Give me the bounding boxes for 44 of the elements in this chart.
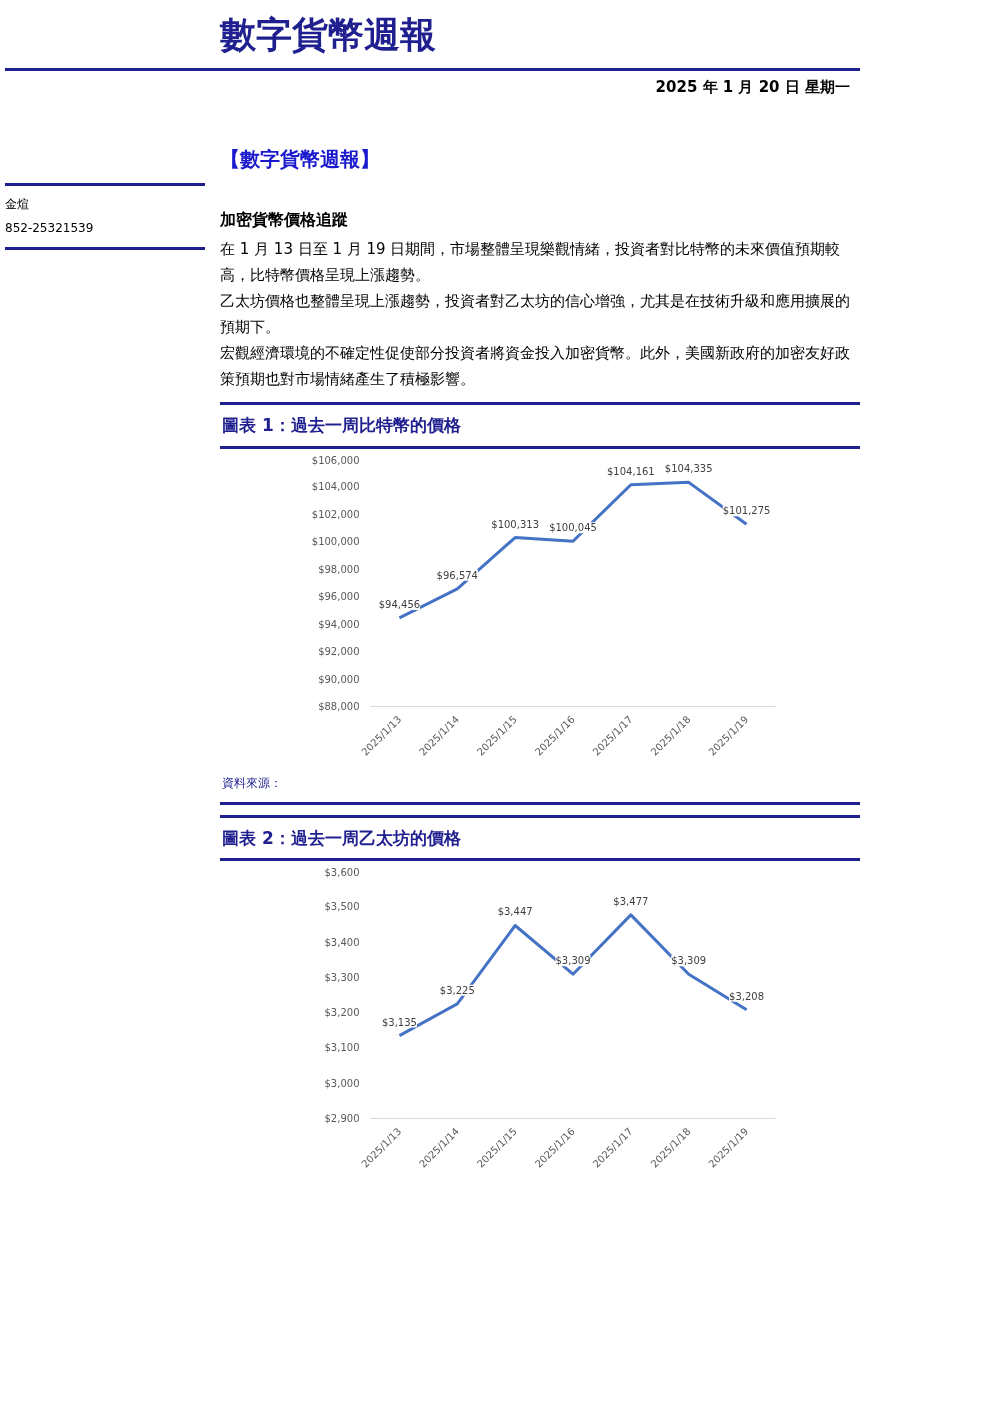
text: 宏觀經濟環境的不確定性促使部分投資者將資金投入加密貨幣。此外，美國新政府的加密友好政策預期也對市場情緒產生了積極影響。 [220, 343, 851, 391]
y-tick-label: $3,200 [324, 1007, 360, 1019]
y-tick-label: $94,000 [318, 618, 360, 630]
text: 金煊 [5, 196, 30, 214]
data-label: $3,477 [613, 895, 649, 907]
y-tick-label: $3,100 [324, 1042, 360, 1054]
y-tick-label: $88,000 [318, 700, 360, 712]
y-tick-label: $106,000 [311, 454, 360, 466]
text: 2025 年 1 月 20 日 星期一 [654, 77, 851, 99]
y-tick-label: $102,000 [311, 508, 360, 520]
chart-title: 圖表 2：過去一周乙太坊的價格 [220, 814, 860, 861]
data-label: $100,045 [549, 521, 597, 533]
y-tick-label: $104,000 [311, 480, 360, 492]
text: 加密貨幣價格追蹤 [220, 209, 349, 232]
data-label: $96,574 [436, 569, 478, 581]
y-tick-label: $96,000 [318, 590, 360, 602]
y-tick-label: $2,900 [324, 1112, 360, 1124]
text: 乙太坊價格也整體呈現上漲趨勢，投資者對乙太坊的信心增強，尤其是在技術升級和應用擴展的預期下。 [220, 291, 851, 339]
y-tick-label: $3,400 [324, 936, 360, 948]
y-tick-label: $90,000 [318, 673, 360, 685]
data-label: $3,447 [497, 906, 533, 918]
data-label: $3,135 [381, 1016, 417, 1028]
data-label: $3,225 [439, 984, 475, 996]
y-tick-label: $3,300 [324, 971, 360, 983]
y-tick-label: $3,000 [324, 1077, 360, 1089]
data-label: $104,335 [664, 462, 713, 474]
text: 【數字貨幣週報】 [219, 145, 381, 173]
y-tick-label: $92,000 [318, 645, 360, 657]
source-note: 資料來源： [220, 768, 860, 805]
data-label: $3,309 [555, 955, 591, 967]
y-tick-label: $3,500 [324, 901, 360, 913]
text: 852-25321539 [5, 219, 95, 237]
data-label: $3,208 [729, 990, 765, 1002]
text: 在 1 月 13 日至 1 月 19 日期間，市場整體呈現樂觀情緒，投資者對比特幣的未來價值預期較高，比特幣價格呈現上漲趨勢。 [220, 239, 842, 287]
y-tick-label: $98,000 [318, 563, 360, 575]
data-label: $104,161 [607, 465, 655, 477]
chart-title: 圖表 1：過去一周比特幣的價格 [220, 402, 860, 449]
text: 數字貨幣週報 [5, 5, 860, 72]
data-label: $94,456 [378, 598, 421, 610]
data-label: $101,275 [722, 504, 771, 516]
y-tick-label: $100,000 [311, 535, 360, 547]
data-label: $3,309 [671, 955, 707, 967]
y-tick-label: $3,600 [324, 866, 360, 878]
data-label: $100,313 [491, 518, 539, 530]
